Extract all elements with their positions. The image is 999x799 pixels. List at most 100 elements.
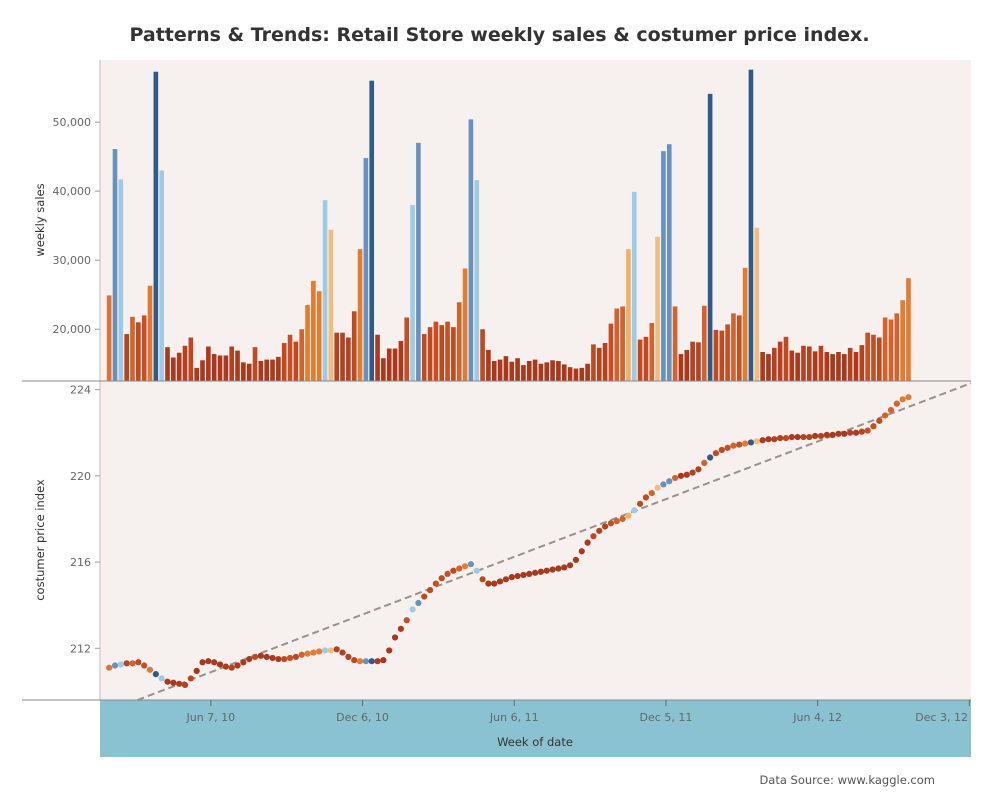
sales-bar: [176, 352, 182, 381]
cpi-point: [882, 412, 889, 419]
cpi-point: [870, 423, 877, 430]
sales-bar: [357, 249, 363, 381]
sales-bar: [311, 280, 316, 381]
cpi-point: [782, 435, 790, 442]
sales-bar: [591, 344, 596, 381]
sales-bar: [666, 144, 672, 381]
sales-bar: [223, 355, 229, 381]
sales-bar: [806, 346, 812, 381]
sales-bar: [626, 249, 631, 381]
cpi-point: [777, 435, 784, 442]
cpi-point: [520, 571, 527, 579]
sales-bar: [754, 227, 760, 381]
sales-bar: [445, 321, 450, 381]
sales-bar: [194, 367, 199, 381]
cpi-point: [707, 454, 714, 461]
cpi-point: [514, 572, 521, 580]
cpi-point: [718, 446, 725, 454]
sales-bar: [351, 311, 357, 381]
sales-bar: [795, 352, 800, 381]
sales-bar: [783, 336, 789, 381]
sales-bar: [235, 350, 240, 381]
cpi-point: [660, 481, 667, 488]
sales-bar: [760, 352, 765, 381]
sales-bar: [771, 347, 777, 381]
cpi-point: [193, 667, 200, 675]
cpi-point: [228, 664, 235, 671]
sales-bar: [614, 308, 620, 381]
cpi-point: [467, 561, 474, 568]
sales-bar: [561, 364, 567, 381]
sales-bar: [217, 355, 223, 381]
cpi-point: [152, 671, 159, 678]
cpi-point: [631, 507, 638, 514]
cpi-point: [216, 661, 224, 668]
sales-bar: [416, 142, 421, 381]
cpi-point: [181, 681, 189, 689]
cpi-point: [648, 489, 655, 497]
sales-bar: [497, 359, 503, 381]
cpi-point: [432, 580, 439, 587]
panel-backgrounds: [100, 60, 971, 700]
cpi-point: [555, 565, 562, 572]
sales-bar: [141, 315, 147, 381]
x-tick-label: Jun 4, 12: [792, 711, 842, 724]
cpi-point: [712, 450, 720, 457]
sales-bar: [421, 334, 427, 381]
cpi-point: [847, 429, 854, 436]
sales-bar: [316, 291, 322, 381]
sales-bar: [322, 200, 328, 381]
cpi-point: [596, 527, 603, 534]
cpi-point: [199, 659, 206, 666]
cpi-point: [111, 662, 119, 669]
cpi-point: [164, 678, 171, 685]
cpi-point: [129, 660, 136, 667]
sales-bar: [655, 236, 660, 381]
sales-bar: [556, 360, 561, 381]
sales-bar: [841, 354, 847, 381]
cpi-point: [339, 649, 346, 656]
sales-bar: [451, 327, 456, 381]
sales-bar: [579, 367, 585, 381]
sales-bar: [346, 337, 351, 381]
cpi-point: [887, 407, 895, 414]
cpi-point: [187, 675, 194, 682]
cpi-point: [496, 578, 504, 585]
x-tick-label: Jun 6, 11: [489, 711, 539, 724]
cpi-y-ticks: 212 216 220 224: [70, 384, 100, 655]
sales-bar: [888, 319, 894, 381]
cpi-point: [141, 662, 148, 669]
sales-bar: [801, 345, 806, 381]
cpi-point: [876, 417, 883, 424]
sales-bar: [468, 119, 474, 382]
cpi-point: [351, 657, 358, 664]
cpi-point: [771, 436, 778, 443]
sales-bar: [258, 360, 264, 381]
cpi-point: [806, 433, 813, 441]
cpi-point: [286, 654, 294, 662]
sales-y-tick-label: 50,000: [53, 116, 92, 129]
sales-bar: [538, 363, 544, 381]
x-tick-label: Dec 3, 12: [915, 711, 968, 724]
sales-y-ticks: 20,000 30,000 40,000 50,000: [53, 116, 100, 336]
cpi-point: [607, 520, 615, 527]
cpi-point: [759, 437, 766, 444]
sales-bar: [386, 348, 392, 381]
cpi-point: [479, 576, 486, 583]
sales-bar: [661, 151, 666, 381]
sales-bar: [433, 321, 439, 381]
sales-bar: [748, 69, 754, 381]
cpi-panel-background: [100, 381, 971, 700]
cpi-point: [485, 580, 492, 587]
sales-bar: [777, 341, 783, 381]
cpi-point: [701, 459, 708, 467]
cpi-point: [742, 440, 749, 447]
cpi-point: [310, 649, 317, 656]
sales-bar: [649, 323, 655, 381]
cpi-point: [893, 400, 900, 407]
sales-bar: [270, 359, 275, 381]
cpi-point: [409, 606, 416, 613]
cpi-point: [730, 442, 737, 449]
sales-bar: [281, 343, 287, 381]
